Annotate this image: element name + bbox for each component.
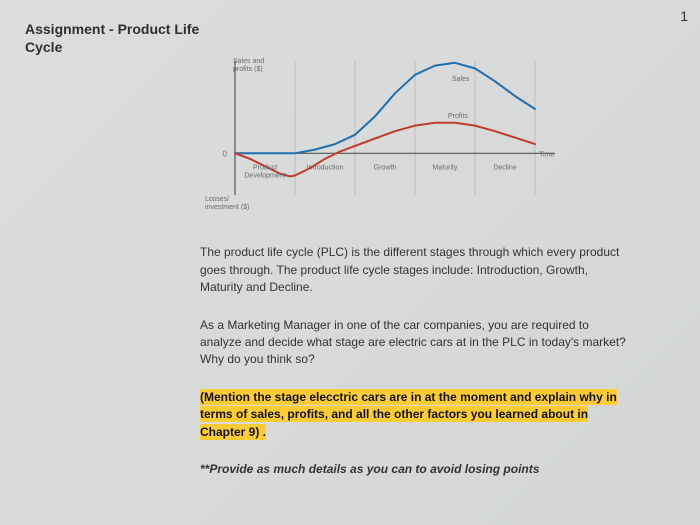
- svg-text:Maturity: Maturity: [433, 165, 458, 172]
- svg-text:Time: Time: [539, 152, 554, 159]
- title-line2: Cycle: [25, 39, 62, 55]
- svg-text:Sales and: Sales and: [233, 58, 264, 65]
- svg-text:Sales: Sales: [452, 76, 470, 83]
- svg-text:Profits: Profits: [448, 113, 468, 120]
- para-note: **Provide as much details as you can to …: [200, 461, 630, 478]
- para-definition: The product life cycle (PLC) is the diff…: [200, 244, 630, 296]
- svg-text:Introduction: Introduction: [307, 165, 344, 172]
- svg-text:investment ($): investment ($): [205, 204, 249, 211]
- body-text: The product life cycle (PLC) is the diff…: [200, 244, 630, 478]
- svg-text:Development: Development: [244, 173, 285, 180]
- title-line1: Assignment - Product Life: [25, 21, 199, 37]
- plc-chart: Sales Profits 0 Sales andprofits ($) Losses/…: [200, 46, 670, 226]
- svg-text:Growth: Growth: [374, 165, 397, 172]
- svg-text:Decline: Decline: [493, 165, 516, 172]
- svg-text:0: 0: [223, 150, 228, 159]
- page-number: 1: [680, 8, 688, 24]
- plc-chart-svg: Sales Profits 0 Sales andprofits ($) Losses/…: [200, 46, 580, 226]
- para-task: As a Marketing Manager in one of the car…: [200, 317, 630, 369]
- highlight-text: (Mention the stage elecctric cars are in…: [200, 389, 617, 440]
- svg-text:Product: Product: [253, 165, 277, 172]
- svg-text:Losses/: Losses/: [205, 196, 229, 203]
- svg-text:profits ($): profits ($): [233, 66, 263, 73]
- para-highlight: (Mention the stage elecctric cars are in…: [200, 389, 630, 441]
- assignment-page: 1 Assignment - Product Life Cycle Sales P…: [0, 0, 700, 525]
